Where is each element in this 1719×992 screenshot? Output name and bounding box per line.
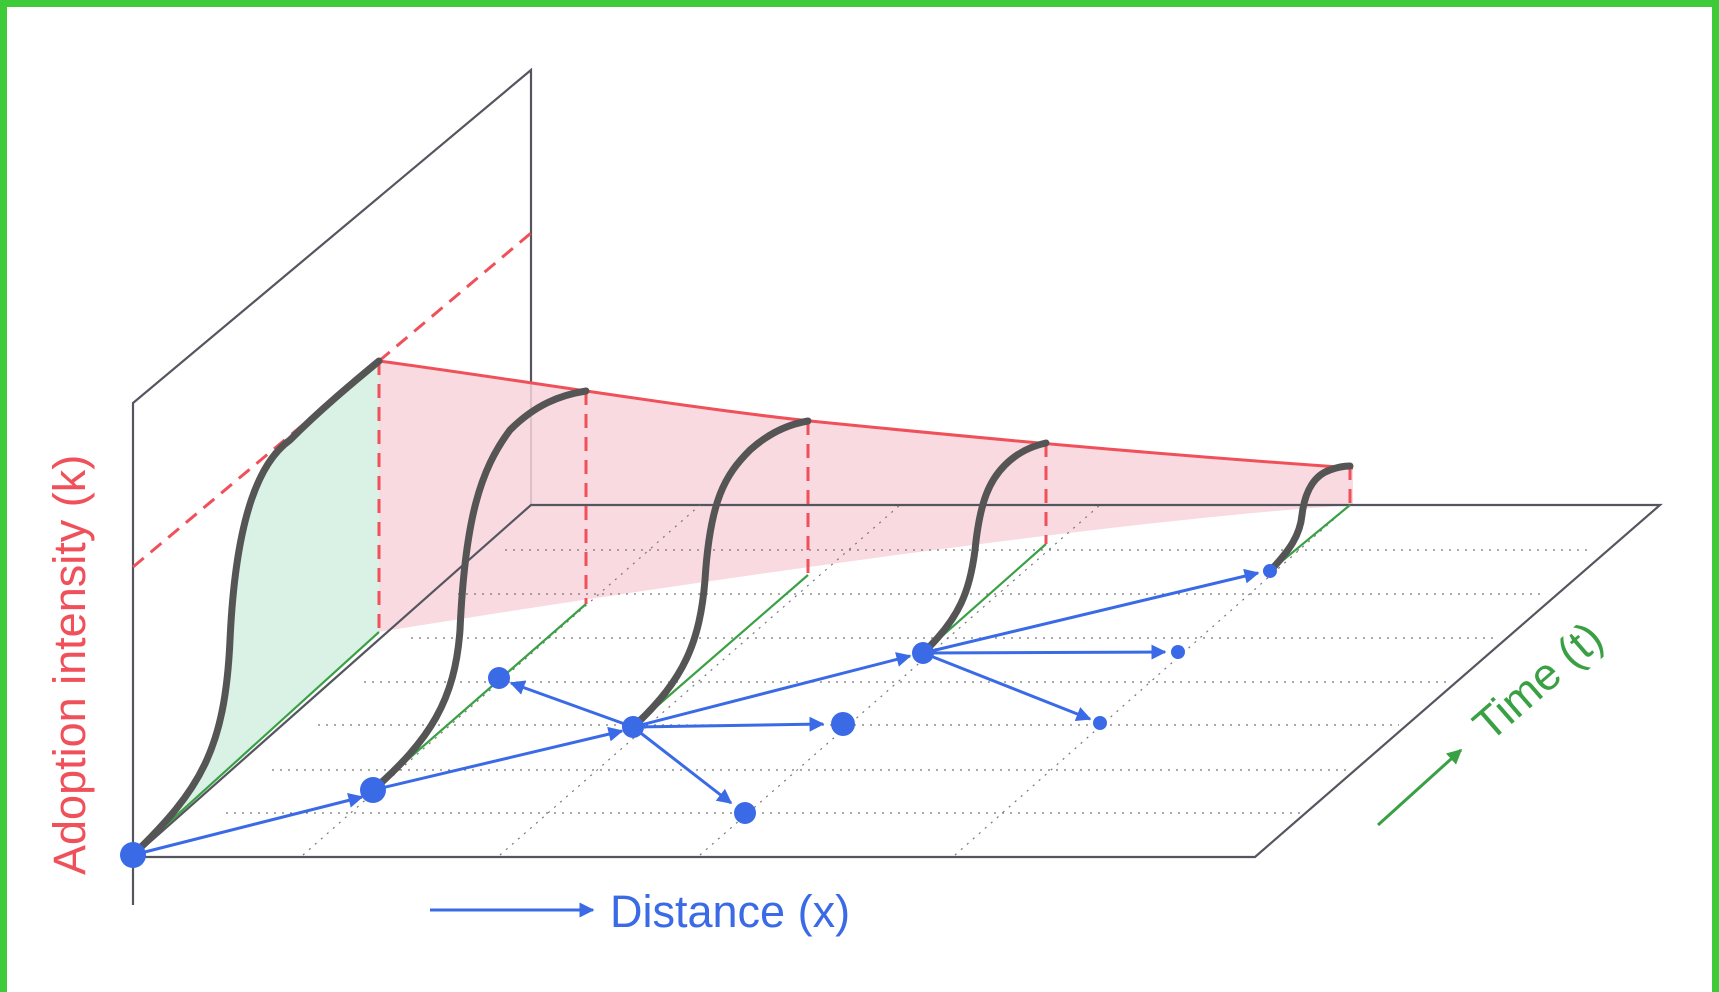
diffusion-arrow bbox=[633, 727, 731, 803]
time-label: Time (t) bbox=[1463, 611, 1612, 750]
adoption-node bbox=[831, 712, 855, 736]
adoption-node bbox=[360, 777, 386, 803]
diffusion-arrow bbox=[633, 724, 823, 727]
diffusion-arrow bbox=[923, 573, 1258, 653]
adoption-intensity-label: Adoption intensity (k) bbox=[44, 455, 95, 875]
diagonal-arrow-icon bbox=[1378, 750, 1461, 825]
origin-node bbox=[120, 842, 146, 868]
adoption-node bbox=[912, 642, 934, 664]
adoption-node bbox=[622, 716, 644, 738]
initial-curve-fill bbox=[133, 361, 379, 855]
adoption-node bbox=[1171, 645, 1185, 659]
diffusion-arrow bbox=[923, 653, 1090, 719]
adoption-node bbox=[1263, 564, 1277, 578]
adoption-node bbox=[488, 667, 510, 689]
adoption-envelope-fill bbox=[379, 361, 1353, 632]
diffusion-arrow bbox=[923, 652, 1165, 653]
adoption-node bbox=[734, 802, 756, 824]
distance-label: Distance (x) bbox=[610, 886, 850, 937]
adoption-node bbox=[1093, 716, 1107, 730]
diffusion-arrow bbox=[511, 683, 633, 727]
